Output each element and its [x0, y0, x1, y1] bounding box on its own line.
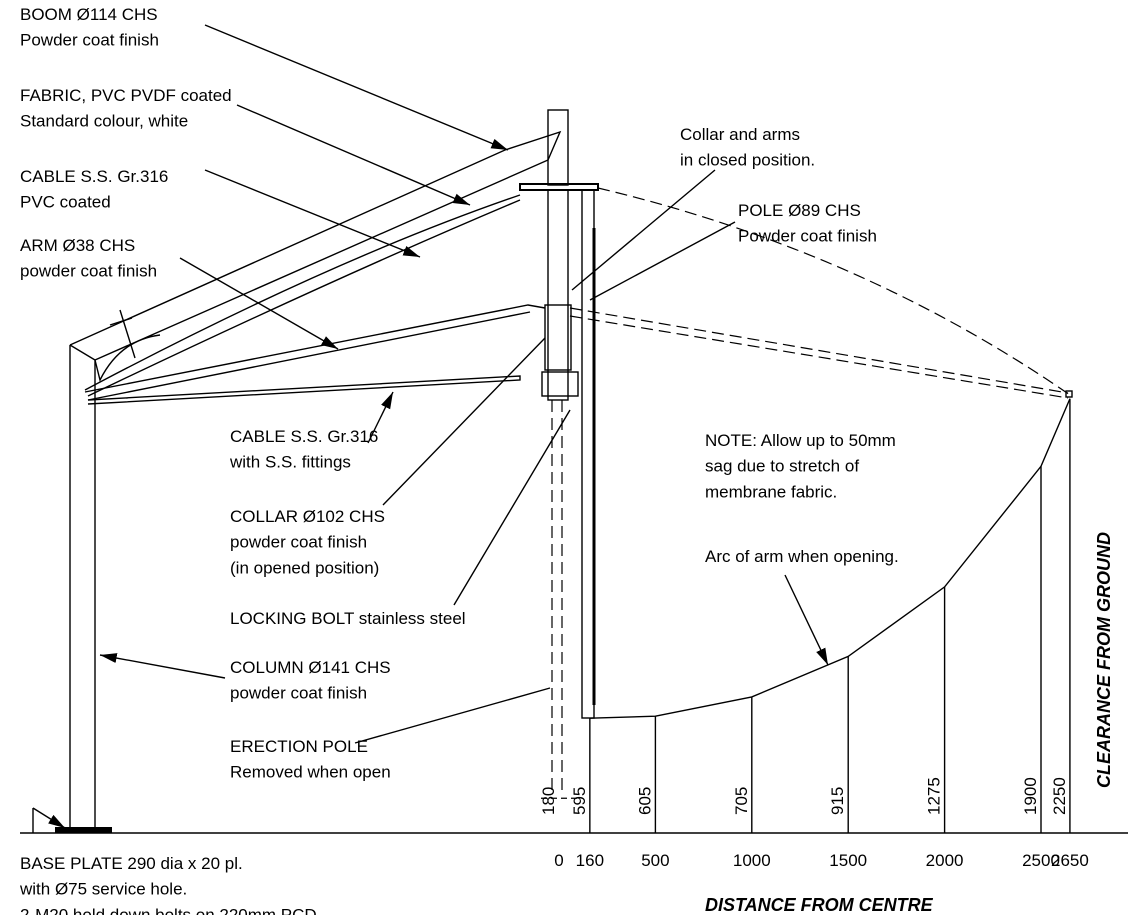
collar	[544, 304, 572, 371]
callout-text: CABLE S.S. Gr.316	[20, 167, 168, 186]
arm-arc	[589, 398, 1071, 719]
leader	[367, 391, 394, 444]
leaders	[32, 24, 829, 833]
distance-label: 2650	[1051, 851, 1089, 870]
callout-text: powder coat finish	[20, 262, 157, 281]
clearance-label: 705	[732, 787, 751, 815]
distance-label: 160	[576, 851, 604, 870]
leader	[99, 653, 226, 679]
arm-open	[569, 307, 1069, 399]
clearance-label: 180	[539, 787, 558, 815]
lower-cable	[87, 375, 521, 405]
callout-text: Standard colour, white	[20, 112, 188, 131]
callout-text: powder coat finish	[230, 533, 367, 552]
distance-label: 500	[641, 851, 669, 870]
clearance-label: 595	[570, 787, 589, 815]
leader	[32, 807, 66, 829]
callout-text: LOCKING BOLT stainless steel	[230, 609, 466, 628]
distance-label: 2500	[1022, 851, 1060, 870]
clearance-label: 1275	[925, 777, 944, 815]
leader	[204, 24, 509, 151]
boom-clamp	[109, 309, 136, 359]
clearance-label: 605	[635, 787, 654, 815]
callout-text: PVC coated	[20, 193, 111, 212]
leader	[784, 574, 829, 666]
callout-text: Arc of arm when opening.	[705, 547, 899, 566]
leader	[179, 257, 339, 350]
structure	[20, 109, 1128, 834]
callout-text: POLE Ø89 CHS	[738, 201, 861, 220]
leader	[453, 409, 571, 606]
clearance-label: 2250	[1050, 777, 1069, 815]
pole	[547, 189, 569, 401]
clearance-label: 915	[828, 787, 847, 815]
callout-text: Collar and arms	[680, 125, 800, 144]
callout-text: with Ø75 service hole.	[19, 880, 187, 899]
leader	[204, 169, 421, 258]
callout-text: in closed position.	[680, 151, 815, 170]
bolt-bracket	[541, 371, 579, 397]
leader	[236, 104, 471, 206]
x-axis-title: DISTANCE FROM CENTRE	[705, 895, 934, 915]
callout-text: COLLAR Ø102 CHS	[230, 507, 385, 526]
callout-text: COLUMN Ø141 CHS	[230, 658, 391, 677]
boom	[69, 130, 562, 383]
distance-label: 1500	[829, 851, 867, 870]
distance-label: 0	[554, 851, 563, 870]
callout-text: CABLE S.S. Gr.316	[230, 427, 378, 446]
callout-text: ERECTION POLE	[230, 737, 368, 756]
callout-text: 2-M20 hold down bolts on 220mm PCD	[20, 905, 317, 915]
callout-text: membrane fabric.	[705, 482, 837, 501]
callout-text: (in opened position)	[230, 558, 379, 577]
leader	[354, 687, 551, 744]
clearance-label: 1900	[1021, 777, 1040, 815]
pole-top	[547, 109, 569, 186]
callout-text: powder coat finish	[230, 684, 367, 703]
arm-tip	[1065, 390, 1073, 398]
leader	[589, 221, 736, 301]
boom-arc	[597, 187, 1071, 396]
leader	[382, 337, 546, 506]
column	[69, 344, 96, 828]
base-plate	[55, 827, 112, 833]
callout-text: sag due to stretch of	[705, 457, 859, 476]
callout-text: BASE PLATE 290 dia x 20 pl.	[20, 854, 243, 873]
callout-text: NOTE: Allow up to 50mm	[705, 431, 896, 450]
callout-text: FABRIC, PVC PVDF coated	[20, 86, 232, 105]
callout-text: with S.S. fittings	[229, 453, 351, 472]
cap-plate	[519, 183, 599, 191]
fabric-cable	[84, 194, 521, 397]
callout-text: Removed when open	[230, 763, 391, 782]
callout-text: Powder coat finish	[20, 31, 159, 50]
callout-text: BOOM Ø114 CHS	[20, 5, 158, 24]
leader	[571, 169, 716, 291]
callout-text: ARM Ø38 CHS	[20, 236, 135, 255]
closed-arm	[581, 189, 595, 719]
distance-label: 1000	[733, 851, 771, 870]
erection-pole	[551, 400, 563, 795]
arm	[84, 304, 546, 401]
callout-text: Powder coat finish	[738, 227, 877, 246]
y-axis-title: CLEARANCE FROM GROUND	[1094, 532, 1114, 788]
distance-label: 2000	[926, 851, 964, 870]
